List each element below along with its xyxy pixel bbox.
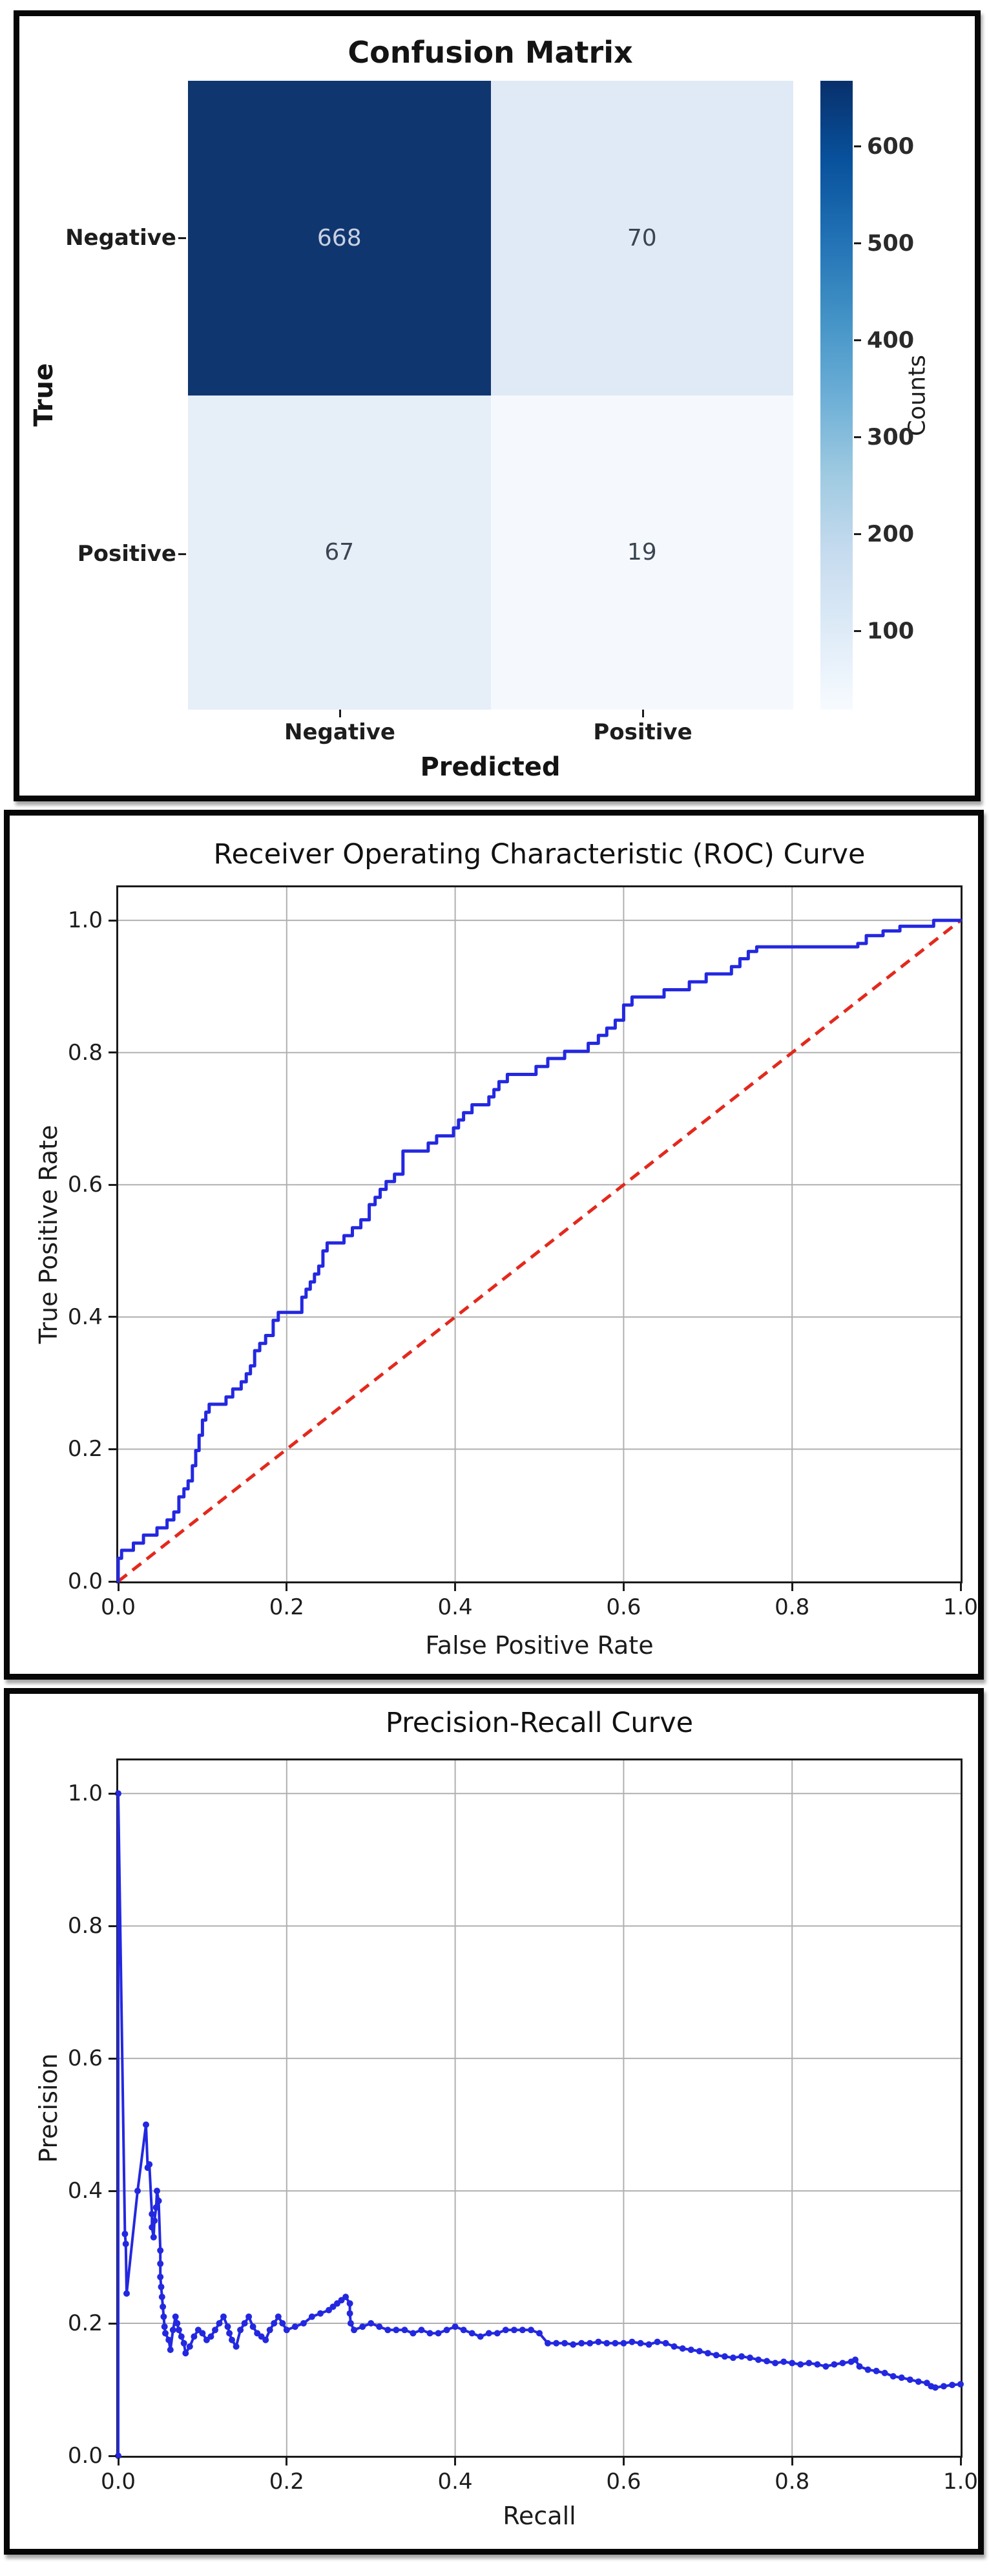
- y-tick-label-positive: Positive: [77, 541, 176, 567]
- y-axis-label: Precision: [34, 2053, 63, 2163]
- x-tick-label: 0.4: [437, 2469, 473, 2495]
- x-tick-mark: [791, 1583, 793, 1591]
- roc-curve-figure: Receiver Operating Characteristic (ROC) …: [4, 810, 984, 1680]
- y-tick-mark: [109, 1316, 116, 1318]
- heatmap: 668 70 67 19: [188, 81, 793, 710]
- y-tick-mark: [109, 2322, 116, 2325]
- y-tick-label: 0.8: [67, 1913, 103, 1939]
- y-tick-label: 0.6: [67, 1172, 103, 1198]
- heatmap-cell-true-negative: 668: [188, 81, 491, 396]
- heatmap-cell-false-positive: 70: [490, 81, 793, 396]
- x-tick-label: 0.6: [606, 1594, 641, 1620]
- chart-title: Confusion Matrix: [348, 35, 633, 70]
- precision-recall-figure: Precision-Recall Curve Precision Recall …: [4, 1688, 984, 2555]
- x-tick-label-positive: Positive: [593, 719, 692, 745]
- confusion-matrix-figure: Confusion Matrix True 668 70 67 19 Negat…: [14, 10, 981, 801]
- y-tick-mark: [109, 2455, 116, 2457]
- colorbar-tick-label: 600: [867, 133, 915, 160]
- x-tick-mark: [622, 2458, 625, 2465]
- colorbar-tick-label: 400: [867, 327, 915, 354]
- y-tick-label: 0.4: [67, 2178, 103, 2204]
- x-tick-mark: [622, 1583, 625, 1591]
- y-axis-label: True Positive Rate: [34, 1124, 63, 1344]
- y-tick-label: 0.2: [67, 2310, 103, 2337]
- x-tick-label: 1.0: [942, 1594, 979, 1620]
- y-tick-mark: [109, 1448, 116, 1450]
- colorbar-tick-label: 500: [867, 230, 915, 257]
- y-tick-mark: [178, 237, 186, 239]
- colorbar-tick-label: 300: [867, 424, 915, 450]
- x-tick-mark: [959, 1583, 962, 1591]
- x-tick-label: 0.8: [775, 2469, 810, 2495]
- y-tick-mark: [109, 2190, 116, 2192]
- y-tick-mark: [109, 919, 116, 922]
- colorbar-tick-mark: [854, 339, 861, 342]
- y-tick-label: 0.2: [67, 1436, 103, 1462]
- colorbar: [820, 81, 853, 710]
- colorbar-tick-mark: [854, 242, 861, 245]
- colorbar-tick-mark: [854, 145, 861, 148]
- chart-title: Receiver Operating Characteristic (ROC) …: [213, 838, 866, 871]
- y-tick-label: 0.6: [67, 2045, 103, 2072]
- colorbar-tick-label: 200: [867, 521, 915, 547]
- y-tick-label: 1.0: [67, 1780, 103, 1807]
- x-tick-label-negative: Negative: [284, 719, 395, 745]
- confusion-matrix-content: Confusion Matrix True 668 70 67 19 Negat…: [19, 16, 975, 796]
- y-tick-label: 1.0: [67, 907, 103, 934]
- x-tick-mark: [454, 2458, 457, 2465]
- colorbar-tick-mark: [854, 533, 861, 536]
- y-tick-label: 0.0: [67, 1568, 103, 1594]
- plot-area: [115, 1758, 964, 2459]
- x-tick-mark: [959, 2458, 962, 2465]
- x-tick-mark: [641, 710, 644, 717]
- prc-content: Precision-Recall Curve Precision Recall …: [10, 1694, 978, 2549]
- y-tick-label-negative: Negative: [65, 225, 176, 251]
- y-tick-label: 0.0: [67, 2443, 103, 2469]
- x-tick-mark: [117, 2458, 120, 2465]
- heatmap-cell-true-positive: 19: [490, 395, 793, 710]
- colorbar-tick-mark: [854, 630, 861, 633]
- colorbar-tick-mark: [854, 436, 861, 439]
- x-tick-mark: [791, 2458, 793, 2465]
- y-tick-mark: [109, 1925, 116, 1927]
- y-tick-label: 0.8: [67, 1039, 103, 1066]
- x-tick-mark: [338, 710, 341, 717]
- x-tick-label: 0.0: [100, 1594, 136, 1620]
- x-tick-mark: [117, 1583, 120, 1591]
- x-axis-label: Recall: [503, 2502, 576, 2530]
- y-tick-mark: [109, 1051, 116, 1054]
- y-axis-label: True: [29, 363, 59, 427]
- plot-area: [116, 885, 963, 1583]
- y-tick-mark: [109, 1580, 116, 1583]
- colorbar-tick-label: 100: [867, 618, 915, 644]
- chart-title: Precision-Recall Curve: [385, 1707, 694, 1739]
- x-tick-label: 0.8: [775, 1594, 810, 1620]
- x-axis-label: False Positive Rate: [425, 1631, 654, 1660]
- x-tick-label: 0.6: [606, 2469, 641, 2495]
- y-tick-mark: [109, 1183, 116, 1186]
- y-tick-label: 0.4: [67, 1304, 103, 1330]
- x-tick-label: 0.2: [269, 1594, 304, 1620]
- x-tick-label: 1.0: [942, 2469, 979, 2495]
- y-tick-mark: [109, 2057, 116, 2060]
- x-tick-label: 0.0: [100, 2469, 136, 2495]
- roc-content: Receiver Operating Characteristic (ROC) …: [10, 816, 978, 1674]
- y-tick-mark: [178, 553, 186, 555]
- x-axis-label: Predicted: [420, 752, 561, 782]
- x-tick-label: 0.4: [437, 1594, 473, 1620]
- x-tick-label: 0.2: [269, 2469, 304, 2495]
- x-tick-mark: [286, 2458, 288, 2465]
- y-tick-mark: [109, 1792, 116, 1795]
- x-tick-mark: [286, 1583, 288, 1591]
- x-tick-mark: [454, 1583, 457, 1591]
- heatmap-cell-false-negative: 67: [188, 395, 491, 710]
